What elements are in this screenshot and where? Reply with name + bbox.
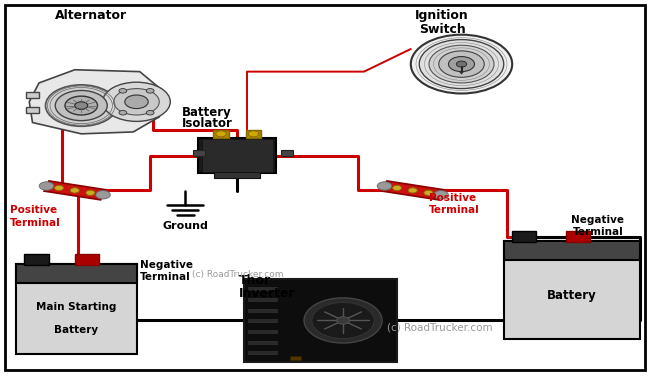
Bar	[248, 319, 277, 322]
Text: (c) RoadTrucker.com: (c) RoadTrucker.com	[387, 322, 493, 333]
Bar	[248, 287, 277, 290]
Circle shape	[46, 85, 117, 126]
Circle shape	[65, 96, 98, 115]
Circle shape	[393, 185, 402, 191]
Bar	[16, 264, 136, 283]
Circle shape	[86, 190, 95, 195]
Text: Negative: Negative	[140, 260, 193, 270]
Circle shape	[119, 110, 127, 115]
Text: Switch: Switch	[419, 23, 465, 35]
Circle shape	[304, 298, 382, 343]
Bar	[26, 107, 39, 113]
Circle shape	[248, 131, 259, 137]
Circle shape	[434, 190, 448, 199]
Text: Terminal: Terminal	[429, 205, 480, 215]
Bar	[244, 279, 396, 362]
Circle shape	[146, 89, 154, 93]
Bar	[75, 254, 99, 265]
Circle shape	[411, 35, 512, 93]
Circle shape	[39, 182, 54, 190]
Circle shape	[448, 57, 474, 72]
Text: Ignition: Ignition	[415, 9, 469, 22]
Circle shape	[377, 182, 392, 190]
Bar	[214, 172, 260, 178]
Bar	[248, 341, 277, 344]
Text: Inverter: Inverter	[239, 287, 295, 299]
Bar	[16, 264, 136, 354]
Text: Thor: Thor	[239, 274, 270, 287]
Text: Battery: Battery	[547, 289, 597, 302]
Polygon shape	[459, 72, 464, 75]
Circle shape	[429, 45, 494, 83]
Bar	[512, 231, 536, 242]
Text: Ground: Ground	[162, 221, 208, 231]
Text: Positive: Positive	[429, 193, 476, 203]
Bar	[26, 92, 39, 98]
Circle shape	[119, 89, 127, 93]
Circle shape	[439, 51, 484, 77]
Bar	[246, 130, 261, 138]
Circle shape	[419, 40, 504, 89]
Text: Battery: Battery	[182, 106, 232, 118]
Text: Positive: Positive	[10, 205, 57, 216]
Bar	[504, 241, 640, 260]
Circle shape	[96, 190, 111, 199]
Circle shape	[55, 90, 107, 121]
Bar	[248, 330, 277, 333]
Circle shape	[312, 302, 374, 339]
Text: Terminal: Terminal	[573, 227, 624, 237]
Bar	[504, 241, 640, 339]
Bar	[193, 150, 205, 156]
Circle shape	[70, 188, 79, 193]
Circle shape	[216, 131, 226, 137]
Text: Terminal: Terminal	[10, 218, 60, 228]
Circle shape	[55, 185, 64, 191]
Text: Battery: Battery	[55, 325, 98, 335]
Polygon shape	[29, 70, 162, 134]
Circle shape	[456, 61, 467, 67]
Circle shape	[424, 190, 433, 195]
Bar	[198, 138, 276, 173]
Text: Main Starting: Main Starting	[36, 302, 116, 312]
Text: Isolator: Isolator	[182, 117, 233, 130]
Circle shape	[337, 317, 350, 324]
Text: (c) RoadTrucker.com: (c) RoadTrucker.com	[192, 270, 283, 279]
Polygon shape	[44, 181, 105, 200]
Circle shape	[114, 89, 159, 115]
Bar	[566, 231, 590, 242]
Circle shape	[103, 82, 170, 121]
Bar	[213, 130, 229, 138]
Bar	[290, 356, 301, 360]
Circle shape	[408, 188, 417, 193]
Circle shape	[146, 110, 154, 115]
Bar	[202, 139, 273, 172]
Bar	[281, 150, 293, 156]
Text: Alternator: Alternator	[55, 9, 127, 22]
Text: Terminal: Terminal	[140, 272, 190, 282]
Bar	[248, 298, 277, 301]
Circle shape	[125, 95, 148, 109]
Bar	[248, 309, 277, 312]
Polygon shape	[382, 181, 443, 200]
Circle shape	[75, 102, 88, 109]
Bar	[248, 351, 277, 354]
Text: Negative: Negative	[571, 215, 624, 225]
Bar	[24, 254, 49, 265]
